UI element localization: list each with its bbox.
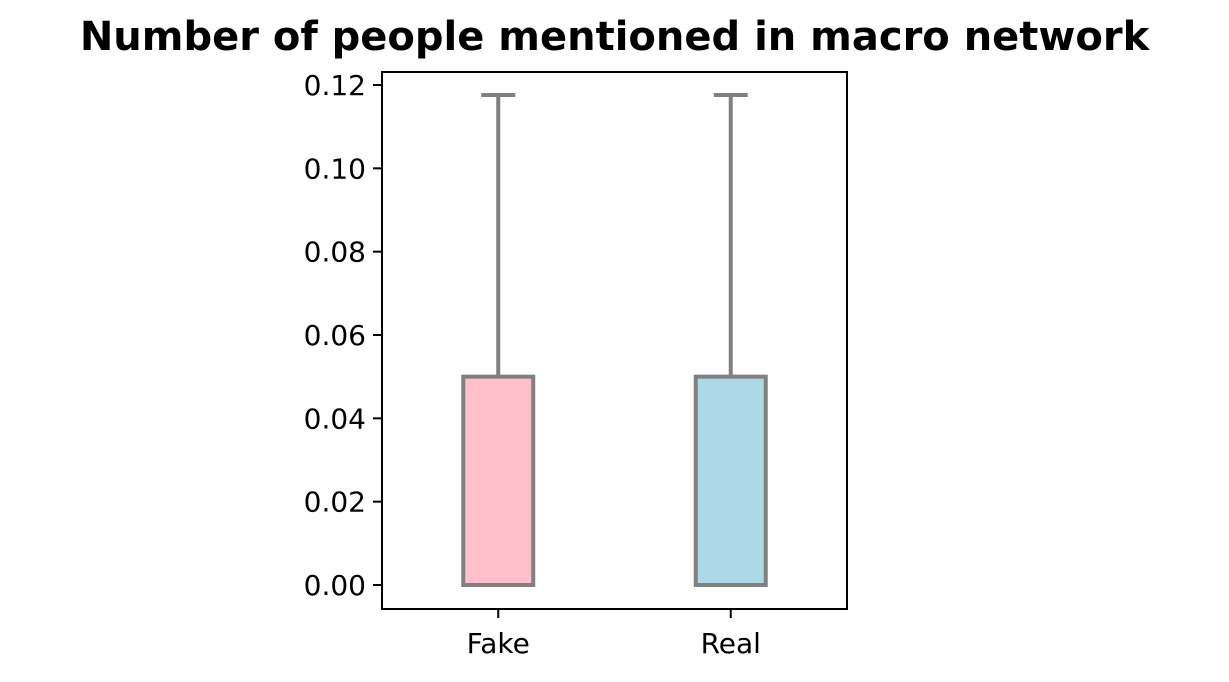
plot-frame — [381, 71, 848, 610]
y-tick-label: 0.08 — [304, 236, 366, 269]
boxes-layer — [461, 93, 768, 587]
chart-title: Number of people mentioned in macro netw… — [79, 14, 1150, 60]
ticks-layer: 0.00 0.02 0.04 0.06 0.08 0.10 0.12 Fake Real — [304, 69, 761, 660]
x-tick-label-real: Real — [701, 627, 761, 660]
y-tick-label: 0.04 — [304, 402, 366, 435]
box-iqr — [461, 374, 536, 587]
y-tick-label: 0.10 — [304, 152, 366, 185]
box-fake — [461, 93, 536, 587]
box-iqr — [693, 374, 768, 587]
x-tick-label-fake: Fake — [467, 627, 530, 660]
box-real — [693, 93, 768, 587]
y-tick-label: 0.12 — [304, 69, 366, 102]
y-tick-label: 0.00 — [304, 569, 366, 602]
y-tick-label: 0.06 — [304, 319, 366, 352]
y-tick-label: 0.02 — [304, 486, 366, 519]
